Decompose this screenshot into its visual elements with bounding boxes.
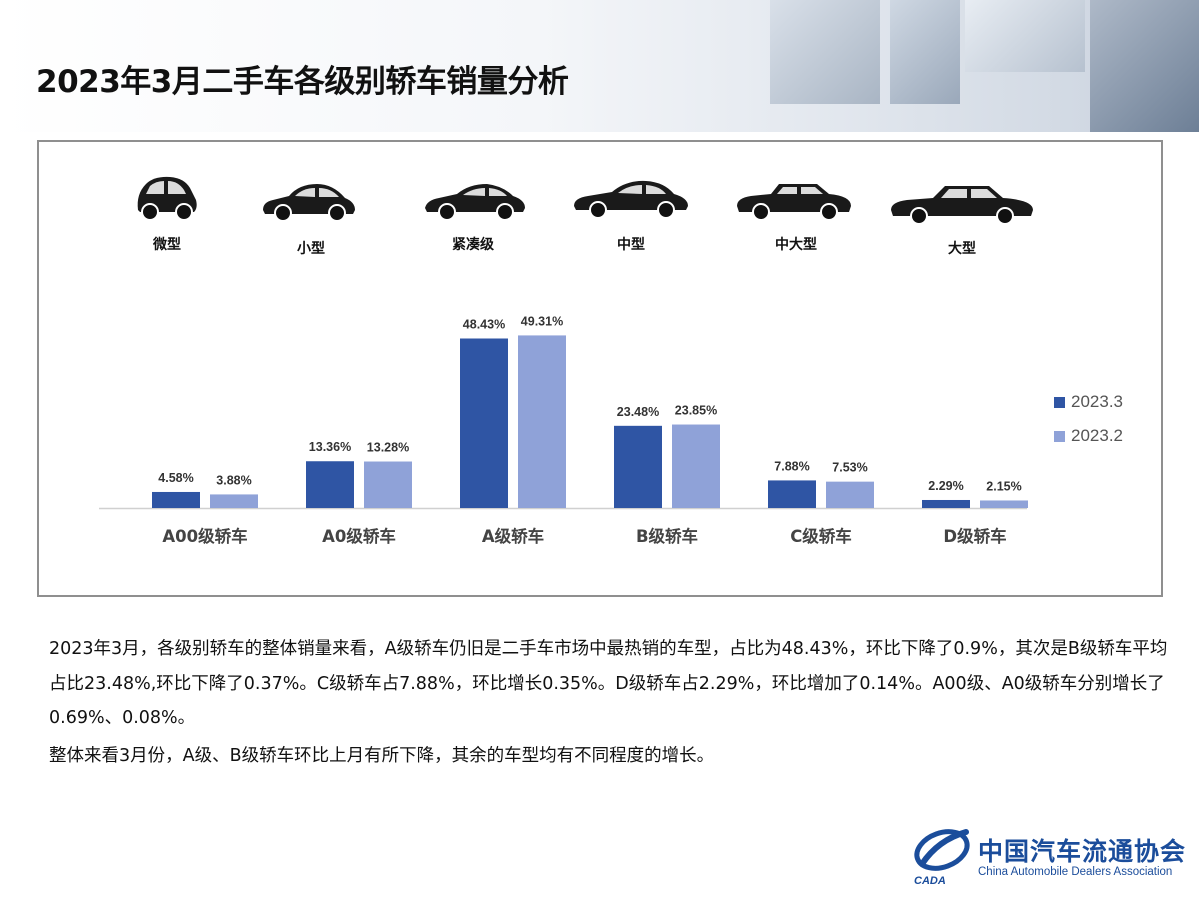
- category-label: B级轿车: [636, 526, 698, 546]
- header-decoration: [965, 0, 1085, 72]
- bar-2023.2: [364, 461, 412, 508]
- analysis-paragraph: 整体来看3月份，A级、B级轿车环比上月有所下降，其余的车型均有不同程度的增长。: [49, 745, 715, 766]
- data-label: 7.88%: [774, 459, 809, 473]
- category-label: A级轿车: [482, 526, 544, 546]
- bar-2023.3: [306, 461, 354, 508]
- bar-2023.2: [980, 500, 1028, 508]
- data-label: 49.31%: [521, 314, 563, 328]
- chart-panel: 微型 小型 紧凑级 中型 中大型 大型 4.58% 3.88% A00级轿车 13.3…: [37, 140, 1163, 597]
- data-label: 23.48%: [617, 405, 659, 419]
- legend-swatch: [1054, 430, 1065, 442]
- data-label: 4.58%: [158, 471, 193, 485]
- mid-large-car-icon: [737, 184, 851, 221]
- legend-label: 2023.3: [1071, 392, 1123, 411]
- car-label-large: 大型: [948, 241, 976, 257]
- cada-logo-icon: CADA: [914, 829, 970, 886]
- data-label: 2.29%: [928, 479, 963, 493]
- legend-swatch: [1054, 396, 1065, 408]
- car-label-small: 小型: [297, 241, 325, 257]
- car-label-micro: 微型: [153, 237, 181, 253]
- car-label-compact: 紧凑级: [452, 237, 494, 253]
- data-label: 13.28%: [367, 441, 409, 455]
- category-label: A00级轿车: [162, 526, 247, 546]
- bar-2023.3: [460, 338, 508, 508]
- midsize-car-icon: [574, 180, 688, 219]
- car-label-mid-large: 中大型: [775, 237, 817, 253]
- bar-2023.2: [672, 424, 720, 508]
- page-title: 2023年3月二手车各级别轿车销量分析: [36, 64, 569, 100]
- large-car-icon: [891, 186, 1033, 225]
- analysis-text: 2023年3月，各级别轿车的整体销量来看，A级轿车仍旧是二手车市场中最热销的车型…: [49, 632, 1179, 773]
- header-decoration: [890, 0, 960, 104]
- compact-car-icon: [425, 184, 525, 221]
- car-label-midsize: 中型: [617, 237, 645, 253]
- legend-item-2023-3: 2023.3: [1054, 390, 1174, 414]
- category-label: A0级轿车: [322, 526, 396, 546]
- data-label: 23.85%: [675, 404, 717, 418]
- bar-2023.2: [826, 481, 874, 508]
- data-label: 2.15%: [986, 479, 1021, 493]
- cada-mark-text: CADA: [914, 875, 946, 886]
- data-label: 7.53%: [832, 461, 867, 475]
- logo-name-en: China Automobile Dealers Association: [978, 866, 1173, 878]
- legend-item-2023-2: 2023.2: [1054, 424, 1174, 448]
- data-label: 48.43%: [463, 317, 505, 331]
- category-label: C级轿车: [790, 526, 852, 546]
- bar-chart: 4.58% 3.88% A00级轿车 13.36% 13.28% A0级轿车 48.43% 4…: [99, 314, 1028, 546]
- category-label: D级轿车: [943, 526, 1006, 546]
- data-label: 13.36%: [309, 440, 351, 454]
- data-label: 3.88%: [216, 473, 251, 487]
- bar-2023.3: [614, 425, 662, 508]
- logo-name-cn: 中国汽车流通协会: [978, 837, 1187, 866]
- header-decoration: [770, 0, 880, 104]
- small-car-icon: [263, 184, 355, 222]
- micro-car-icon: [137, 176, 197, 221]
- cada-logo: CADA 中国汽车流通协会 China Automobile Dealers A…: [908, 822, 1198, 892]
- legend-label: 2023.2: [1071, 426, 1123, 445]
- bar-2023.3: [768, 480, 816, 508]
- analysis-paragraph: 2023年3月，各级别轿车的整体销量来看，A级轿车仍旧是二手车市场中最热销的车型…: [49, 639, 1168, 728]
- bar-2023.3: [922, 499, 970, 508]
- bar-2023.3: [152, 491, 200, 508]
- header-decoration: [1090, 0, 1199, 132]
- bar-2023.2: [210, 494, 258, 508]
- bar-2023.2: [518, 335, 566, 508]
- header-banner: 2023年3月二手车各级别轿车销量分析: [0, 0, 1199, 132]
